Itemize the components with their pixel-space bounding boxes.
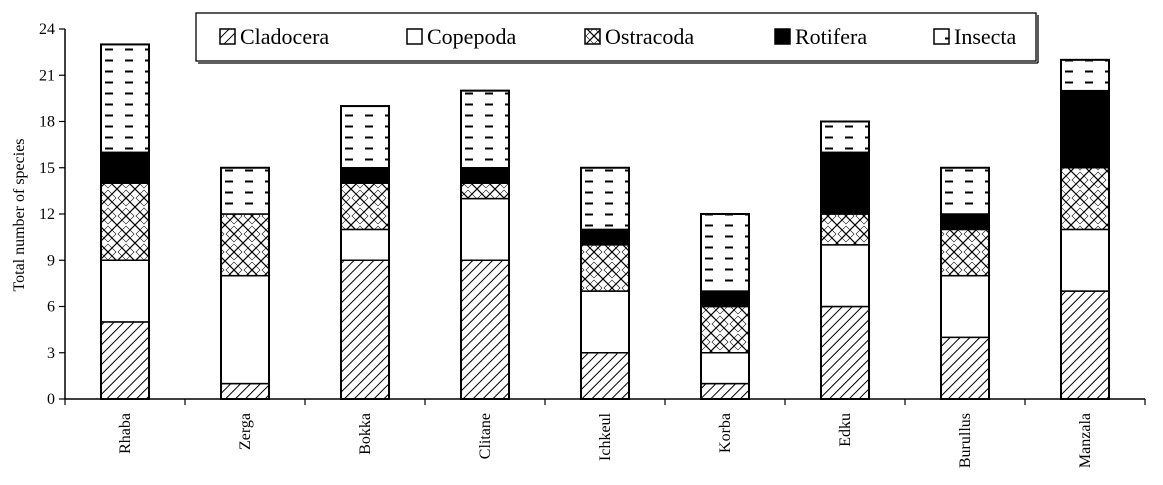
- bar-segment-insecta: [580, 167, 630, 231]
- category-label: Rhaba: [117, 413, 134, 454]
- legend-swatch-copepoda: [406, 28, 423, 45]
- bar-segment-insecta: [460, 89, 510, 169]
- category-label: Clitane: [477, 413, 494, 459]
- legend-label-copepoda: Copepoda: [427, 24, 516, 49]
- bar-segment-cladocera: [820, 305, 870, 400]
- y-axis: 0 3 6 9 12 15 18 21 24: [39, 21, 66, 408]
- bar-segment-rotifera: [700, 290, 750, 308]
- bar-segment-insecta: [100, 43, 150, 154]
- legend-label-insecta: Insecta: [954, 24, 1017, 49]
- legend-label-cladocera: Cladocera: [240, 24, 329, 49]
- legend-box: [195, 12, 1037, 62]
- bar-segment-insecta: [220, 167, 270, 215]
- bar-segment-ostracoda: [340, 182, 390, 231]
- y-tick-label: 6: [47, 299, 55, 316]
- y-tick-label: 12: [39, 206, 55, 223]
- bar-segment-copepoda: [940, 274, 990, 339]
- bar-segment-ostracoda: [1060, 167, 1110, 231]
- bar-segment-rotifera: [940, 213, 990, 231]
- legend-swatch-rotifera: [774, 28, 791, 45]
- bar-segment-cladocera: [700, 382, 750, 400]
- bar-segment-ostracoda: [820, 213, 870, 246]
- bar-segment-copepoda: [700, 352, 750, 385]
- bar-segment-insecta: [1060, 59, 1110, 92]
- bar-segment-cladocera: [1060, 290, 1110, 400]
- category-label: Korba: [717, 413, 734, 453]
- legend-swatch-ostracoda: [584, 28, 601, 45]
- y-tick-label: 0: [47, 391, 55, 408]
- bar-segment-rotifera: [580, 228, 630, 246]
- bars: [100, 43, 1110, 401]
- bar-segment-cladocera: [460, 259, 510, 400]
- bar-segment-ostracoda: [100, 182, 150, 262]
- y-tick-label: 3: [47, 345, 55, 362]
- bar-segment-ostracoda: [580, 244, 630, 292]
- bar-segment-copepoda: [100, 259, 150, 323]
- bar-segment-ostracoda: [460, 182, 510, 200]
- legend-label-rotifera: Rotifera: [795, 24, 867, 49]
- bar-segment-copepoda: [820, 244, 870, 308]
- category-label: Zerga: [237, 413, 254, 450]
- x-axis: Rhaba Zerga Bokka Clitane Ichkeul Korba Edku Bu…: [64, 398, 1146, 468]
- bar-segment-insecta: [940, 167, 990, 215]
- bar-segment-insecta: [700, 213, 750, 292]
- bar-segment-cladocera: [340, 259, 390, 400]
- y-tick-label: 24: [39, 21, 55, 38]
- bar-segment-rotifera: [100, 151, 150, 184]
- y-tick-label: 9: [47, 252, 55, 269]
- y-axis-title: Total number of species: [11, 138, 28, 291]
- bar-segment-copepoda: [340, 228, 390, 262]
- bar-segment-copepoda: [580, 290, 630, 354]
- y-tick-label: 21: [39, 67, 55, 84]
- bar-segment-cladocera: [940, 336, 990, 400]
- bar-segment-copepoda: [220, 274, 270, 385]
- bar-segment-cladocera: [100, 321, 150, 400]
- category-label: Burullus: [957, 413, 974, 468]
- bar-segment-rotifera: [1060, 89, 1110, 169]
- bar-segment-cladocera: [220, 382, 270, 400]
- category-label: Ichkeul: [597, 412, 614, 461]
- category-label: Manzala: [1077, 413, 1094, 468]
- bar-segment-ostracoda: [220, 213, 270, 277]
- bar-segment-cladocera: [580, 352, 630, 400]
- bar-segment-ostracoda: [940, 228, 990, 277]
- bar-segment-rotifera: [460, 167, 510, 184]
- bar-segment-insecta: [340, 105, 390, 169]
- category-label: Bokka: [357, 413, 374, 455]
- y-tick-label: 18: [39, 114, 55, 131]
- legend-swatch-insecta: [933, 28, 950, 45]
- bar-segment-ostracoda: [700, 305, 750, 354]
- legend: Cladocera Copepoda Ostracoda Rotifera Insect…: [195, 12, 1039, 64]
- bar-segment-copepoda: [1060, 228, 1110, 292]
- legend-swatch-cladocera: [219, 28, 236, 45]
- bar-segment-copepoda: [460, 197, 510, 261]
- bar-segment-rotifera: [820, 151, 870, 215]
- y-tick-label: 15: [39, 160, 55, 177]
- category-label: Edku: [837, 413, 854, 447]
- bar-segment-rotifera: [340, 167, 390, 184]
- legend-label-ostracoda: Ostracoda: [605, 24, 694, 49]
- bar-segment-insecta: [820, 120, 870, 154]
